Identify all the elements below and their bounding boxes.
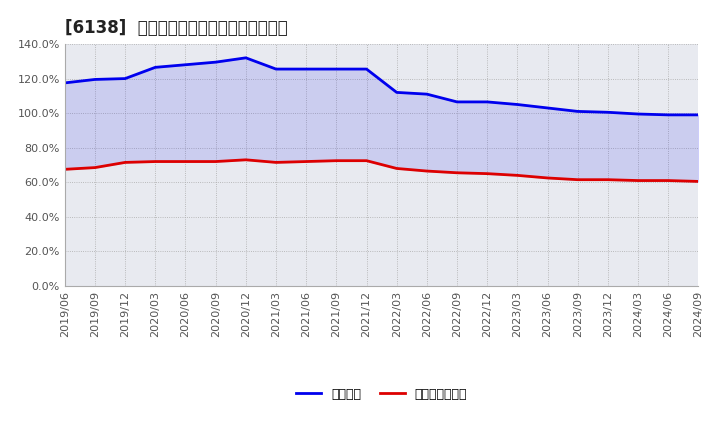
固定比率: [573, 109, 582, 114]
固定比率: [271, 66, 280, 72]
固定比率: [634, 111, 642, 117]
Text: [6138]  固定比率、固定長期適合率の推移: [6138] 固定比率、固定長期適合率の推移: [65, 19, 287, 37]
固定比率: [241, 55, 250, 60]
固定比率: [212, 59, 220, 65]
固定比率: [513, 102, 522, 107]
Line: 固定比率: 固定比率: [65, 58, 698, 115]
固定比率: [302, 66, 310, 72]
固定長期適合率: [453, 170, 462, 176]
固定比率: [543, 105, 552, 110]
固定比率: [694, 112, 703, 117]
固定比率: [362, 66, 371, 72]
固定長期適合率: [241, 157, 250, 162]
Legend: 固定比率, 固定長期適合率: 固定比率, 固定長期適合率: [291, 383, 472, 406]
固定長期適合率: [181, 159, 190, 164]
固定比率: [423, 92, 431, 97]
固定比率: [151, 65, 160, 70]
固定比率: [121, 76, 130, 81]
固定比率: [483, 99, 492, 105]
固定比率: [332, 66, 341, 72]
固定長期適合率: [91, 165, 99, 170]
固定長期適合率: [212, 159, 220, 164]
固定長期適合率: [392, 166, 401, 171]
固定長期適合率: [603, 177, 612, 182]
固定長期適合率: [271, 160, 280, 165]
固定比率: [664, 112, 672, 117]
固定比率: [181, 62, 190, 67]
固定比率: [60, 80, 69, 85]
固定長期適合率: [664, 178, 672, 183]
固定長期適合率: [513, 173, 522, 178]
固定長期適合率: [332, 158, 341, 163]
固定長期適合率: [151, 159, 160, 164]
固定長期適合率: [483, 171, 492, 176]
固定長期適合率: [60, 167, 69, 172]
固定長期適合率: [694, 179, 703, 184]
固定比率: [392, 90, 401, 95]
固定長期適合率: [423, 169, 431, 174]
固定長期適合率: [543, 175, 552, 180]
固定長期適合率: [362, 158, 371, 163]
固定長期適合率: [573, 177, 582, 182]
固定長期適合率: [121, 160, 130, 165]
固定比率: [91, 77, 99, 82]
固定比率: [603, 110, 612, 115]
Line: 固定長期適合率: 固定長期適合率: [65, 160, 698, 181]
固定長期適合率: [302, 159, 310, 164]
固定長期適合率: [634, 178, 642, 183]
固定比率: [453, 99, 462, 105]
